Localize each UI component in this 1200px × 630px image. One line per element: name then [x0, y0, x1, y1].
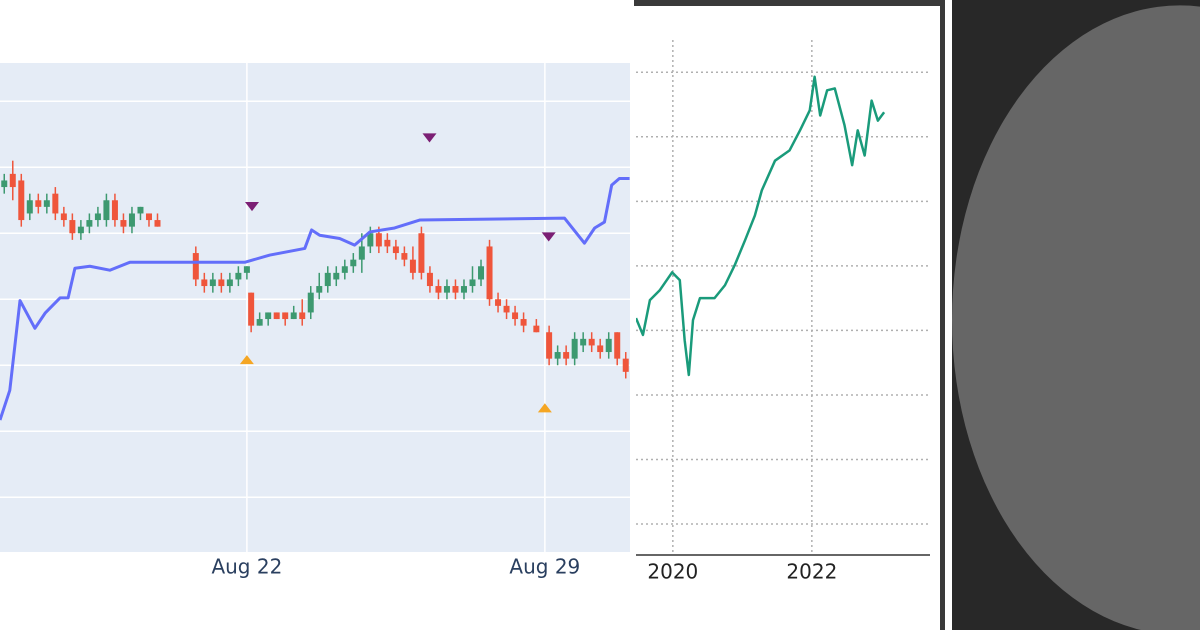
candle-body — [77, 226, 84, 234]
candle-body — [1, 180, 8, 188]
candle-body — [443, 286, 450, 293]
candle-body — [392, 246, 399, 254]
candle-body — [69, 220, 76, 234]
candle-body — [86, 220, 93, 227]
candle-body — [358, 246, 365, 260]
candle-body — [52, 193, 59, 214]
candle-body — [580, 338, 587, 346]
candle-body — [597, 345, 604, 353]
candle-body — [622, 358, 629, 372]
candle-body — [201, 279, 208, 287]
signal-marker — [245, 202, 259, 212]
candle-body — [265, 312, 272, 320]
signal-marker — [537, 403, 552, 413]
candle-body — [209, 279, 216, 287]
candle-body — [94, 213, 101, 221]
candle-body — [469, 279, 476, 287]
candle-body — [128, 213, 135, 227]
signal-marker — [422, 133, 437, 143]
candle-body — [43, 200, 50, 207]
candle-body — [60, 213, 67, 221]
middle-panel — [634, 0, 952, 630]
candle-body — [452, 286, 459, 293]
candle-body — [512, 312, 519, 320]
gray-disc — [952, 5, 1200, 630]
frame-right — [940, 0, 945, 630]
x-tick-label: 2020 — [647, 560, 698, 584]
candle-body — [503, 305, 510, 313]
signal-marker — [541, 232, 556, 242]
candle-body — [290, 312, 297, 320]
candle-body — [273, 312, 280, 320]
candle-body — [154, 220, 161, 227]
candle-body — [588, 338, 595, 346]
candle-body — [409, 259, 416, 273]
candle-body — [103, 200, 110, 221]
candle-body — [571, 338, 578, 359]
x-tick-label: Aug 22 — [211, 555, 282, 579]
candle-body — [486, 246, 493, 300]
candle-body — [299, 312, 306, 320]
candle-body — [614, 332, 621, 359]
candle-body — [418, 233, 425, 273]
candle-body — [137, 206, 144, 214]
candle-body — [9, 173, 16, 188]
candle-body — [145, 213, 152, 221]
candle-body — [324, 272, 331, 287]
candle-body — [235, 272, 242, 280]
candle-body — [120, 220, 127, 227]
candle-body — [111, 200, 118, 221]
line-chart: 2020 2022 — [636, 40, 930, 584]
plot-area — [0, 63, 630, 552]
x-tick-label: Aug 29 — [509, 555, 580, 579]
candlestick-chart: Aug 22 Aug 29 — [0, 63, 630, 579]
candle-body — [18, 180, 25, 221]
candle-body — [546, 332, 553, 359]
candle-body — [192, 253, 199, 280]
candle-body — [435, 286, 442, 293]
candle-body — [563, 352, 570, 359]
candle-body — [384, 239, 391, 247]
candle-body — [307, 292, 314, 313]
candle-body — [333, 272, 340, 280]
candle-body — [218, 279, 225, 287]
candle-body — [248, 292, 255, 326]
candle-body — [350, 259, 357, 267]
candle-body — [401, 253, 408, 260]
candle-body — [282, 312, 289, 320]
x-tick-label: 2022 — [786, 560, 837, 584]
candle-body — [226, 279, 233, 287]
candle-body — [478, 266, 485, 280]
frame-top — [634, 0, 945, 6]
candle-body — [367, 233, 374, 247]
candle-body — [533, 325, 540, 333]
price-line — [636, 75, 886, 377]
signal-marker — [239, 355, 254, 365]
candle-body — [460, 286, 467, 293]
candle-body — [605, 338, 612, 353]
candle-body — [316, 286, 323, 293]
candle-body — [495, 299, 502, 306]
candle-body — [243, 266, 250, 273]
candle-body — [35, 200, 42, 207]
candle-body — [341, 266, 348, 273]
indicator-line — [0, 176, 630, 421]
candle-body — [256, 319, 263, 326]
candle-body — [520, 319, 527, 326]
candle-body — [375, 233, 382, 247]
candle-body — [26, 200, 33, 214]
candle-body — [554, 352, 561, 359]
candle-body — [426, 272, 433, 287]
